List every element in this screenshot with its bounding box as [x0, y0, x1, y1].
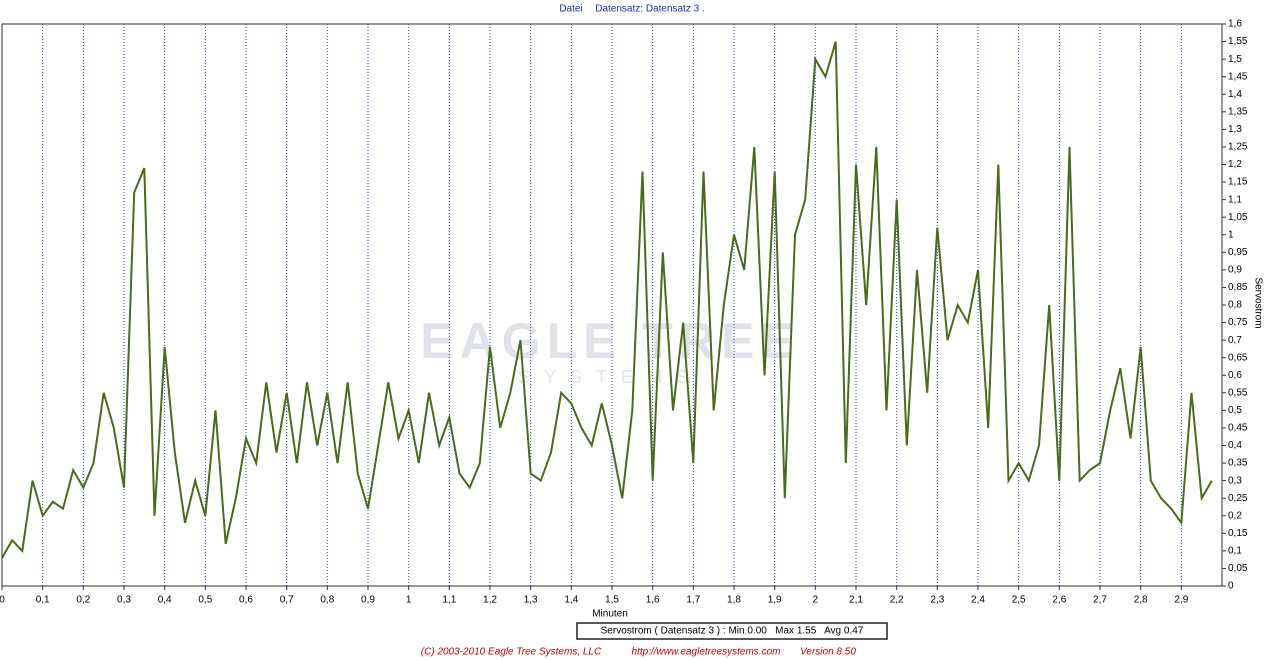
x-tick-label: 1,4	[564, 595, 578, 606]
x-tick-label: 0,7	[280, 595, 294, 606]
y-tick-label: 1,55	[1228, 36, 1248, 47]
x-tick-label: 0,9	[361, 595, 375, 606]
y-tick-label: 0,45	[1228, 423, 1248, 434]
x-tick-label: 1,9	[768, 595, 782, 606]
y-tick-label: 1,15	[1228, 177, 1248, 188]
watermark-sub: SYSTEMS	[518, 367, 702, 387]
x-tick-label: 1,6	[646, 595, 660, 606]
watermark: EAGLE TREE	[420, 313, 799, 369]
y-tick-label: 1,45	[1228, 71, 1248, 82]
x-tick-label: 0,3	[117, 595, 131, 606]
footer-copyright: (C) 2003-2010 Eagle Tree Systems, LLC	[421, 647, 602, 658]
x-tick-label: 0,8	[320, 595, 334, 606]
dataset-title: Datensatz: Datensatz 3 .	[595, 4, 705, 15]
x-tick-label: 2	[813, 595, 819, 606]
x-tick-label: 1,3	[524, 595, 538, 606]
x-tick-label: 1,1	[442, 595, 456, 606]
y-tick-label: 0,85	[1228, 282, 1248, 293]
y-tick-label: 0,4	[1228, 440, 1242, 451]
x-tick-label: 1	[406, 595, 412, 606]
y-tick-label: 1,4	[1228, 89, 1242, 100]
y-tick-label: 0,5	[1228, 405, 1242, 416]
x-tick-label: 1,2	[483, 595, 497, 606]
x-tick-label: 1,8	[727, 595, 741, 606]
y-axis-label: Servostrom	[1252, 277, 1263, 328]
y-tick-label: 1,5	[1228, 54, 1242, 65]
y-tick-label: 0,7	[1228, 335, 1242, 346]
y-tick-label: 0,2	[1228, 510, 1242, 521]
x-tick-label: 1,5	[605, 595, 619, 606]
x-tick-label: 0,4	[158, 595, 172, 606]
x-tick-label: 0,1	[36, 595, 50, 606]
x-tick-label: 2,9	[1174, 595, 1188, 606]
y-tick-label: 1,1	[1228, 194, 1242, 205]
y-tick-label: 0,8	[1228, 300, 1242, 311]
y-tick-label: 0,35	[1228, 458, 1248, 469]
y-tick-label: 0,95	[1228, 247, 1248, 258]
x-tick-label: 2,4	[971, 595, 985, 606]
y-tick-label: 1,3	[1228, 124, 1242, 135]
x-tick-label: 2,5	[1012, 595, 1026, 606]
y-tick-label: 0,9	[1228, 265, 1242, 276]
y-tick-label: 0,55	[1228, 387, 1248, 398]
x-tick-label: 0	[0, 595, 5, 606]
x-tick-label: 0,5	[198, 595, 212, 606]
x-tick-label: 2,6	[1052, 595, 1066, 606]
x-tick-label: 2,1	[849, 595, 863, 606]
legend-text: Servostrom ( Datensatz 3 ) : Min 0.00 Ma…	[601, 626, 864, 637]
y-tick-label: 0,3	[1228, 475, 1242, 486]
x-tick-label: 2,8	[1134, 595, 1148, 606]
y-tick-label: 1	[1228, 229, 1234, 240]
data-line	[1, 41, 1213, 559]
menu-item[interactable]: Datei	[559, 4, 582, 15]
y-tick-label: 0,15	[1228, 528, 1248, 539]
x-tick-label: 0,6	[239, 595, 253, 606]
y-tick-label: 1,35	[1228, 106, 1248, 117]
x-tick-label: 2,2	[890, 595, 904, 606]
x-axis-label: Minuten	[592, 609, 628, 620]
y-tick-label: 0,25	[1228, 493, 1248, 504]
x-tick-label: 0,2	[76, 595, 90, 606]
legend-box	[576, 622, 888, 640]
y-tick-label: 1,2	[1228, 159, 1242, 170]
y-tick-label: 0	[1228, 581, 1234, 592]
y-tick-label: 0,1	[1228, 546, 1242, 557]
y-tick-label: 0,65	[1228, 352, 1248, 363]
x-tick-label: 2,3	[930, 595, 944, 606]
x-tick-label: 2,7	[1093, 595, 1107, 606]
footer-version: Version 8.50	[800, 647, 856, 658]
y-tick-label: 1,05	[1228, 212, 1248, 223]
y-tick-label: 0,6	[1228, 370, 1242, 381]
y-tick-label: 0,05	[1228, 563, 1248, 574]
x-tick-label: 1,7	[686, 595, 700, 606]
footer-url[interactable]: http://www.eagletreesystems.com	[632, 647, 781, 658]
y-tick-label: 0,75	[1228, 317, 1248, 328]
y-tick-label: 1,25	[1228, 142, 1248, 153]
y-tick-label: 1,6	[1228, 19, 1242, 30]
